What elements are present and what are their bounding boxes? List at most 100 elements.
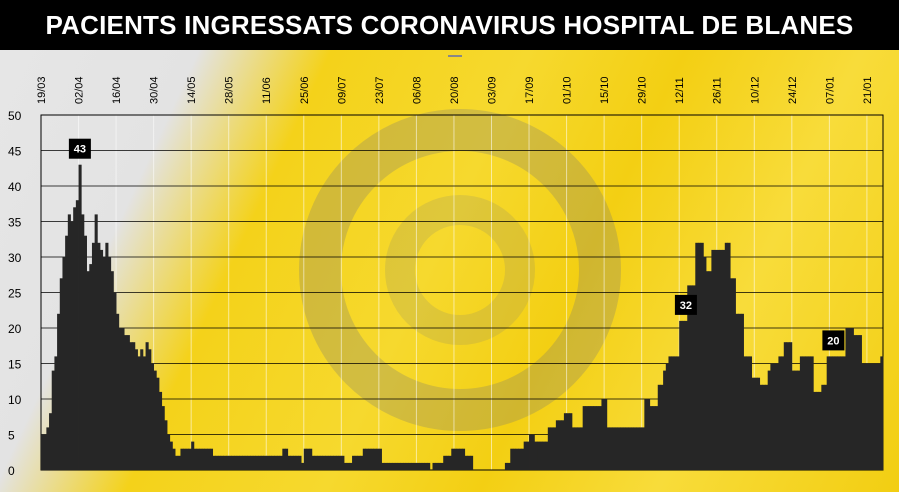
bar <box>571 427 576 470</box>
bar <box>451 448 455 470</box>
bar <box>596 406 600 470</box>
y-tick-label: 40 <box>8 180 22 194</box>
bar <box>797 370 801 470</box>
bar <box>215 455 219 470</box>
bar <box>362 448 366 470</box>
bar <box>86 271 90 470</box>
bar <box>786 342 790 470</box>
bar <box>756 377 761 470</box>
bar <box>740 313 744 470</box>
bar <box>470 455 474 470</box>
y-tick-label: 25 <box>8 287 22 301</box>
bar <box>164 420 168 470</box>
bar <box>794 370 798 470</box>
y-tick-label: 15 <box>8 358 22 372</box>
bar <box>161 406 165 470</box>
bar <box>260 455 264 470</box>
bar <box>598 406 602 470</box>
bar <box>539 441 543 470</box>
watermark-ring <box>299 109 621 431</box>
bar <box>778 356 782 470</box>
bar <box>73 207 77 471</box>
bar <box>657 384 661 470</box>
bar <box>282 448 286 470</box>
bar <box>108 257 112 470</box>
bar <box>805 356 809 470</box>
bar <box>644 399 648 470</box>
data-label: 20 <box>827 335 839 347</box>
bar <box>655 406 659 470</box>
bar <box>319 455 323 470</box>
x-tick-label: 07/01 <box>824 76 836 104</box>
bar <box>239 455 243 470</box>
bar <box>692 285 696 470</box>
bar <box>563 413 567 470</box>
bar <box>630 427 635 470</box>
bar <box>604 399 608 470</box>
bar <box>520 448 525 470</box>
bar <box>435 462 439 470</box>
x-tick-label: 23/07 <box>374 76 386 104</box>
x-tick-label: 19/03 <box>36 76 48 104</box>
bar <box>140 349 144 470</box>
bar <box>54 356 58 470</box>
bar <box>464 455 468 470</box>
bar <box>628 427 632 470</box>
y-tick-label: 0 <box>8 464 15 478</box>
bar <box>403 462 407 470</box>
bar <box>545 441 549 470</box>
bar <box>199 448 203 470</box>
bar <box>802 356 806 470</box>
bar <box>376 448 380 470</box>
bar <box>824 384 828 470</box>
bar <box>765 384 769 470</box>
bar <box>65 235 69 470</box>
bar <box>373 448 377 470</box>
x-tick-label: 25/06 <box>299 76 311 104</box>
y-tick-label: 45 <box>8 145 22 159</box>
bar <box>443 455 447 470</box>
x-tick-label: 10/12 <box>749 76 761 104</box>
bar <box>537 441 541 470</box>
bar <box>462 448 466 470</box>
watermark-ring <box>385 195 535 345</box>
bar <box>70 221 74 470</box>
bar <box>228 455 232 470</box>
x-tick-label: 26/11 <box>712 77 724 104</box>
bar <box>555 420 559 470</box>
bar <box>180 448 184 470</box>
bar <box>625 427 629 470</box>
y-tick-label: 5 <box>8 429 15 443</box>
bar <box>330 455 334 470</box>
x-tick-label: 16/04 <box>111 76 123 104</box>
bar <box>266 455 270 470</box>
bar <box>105 242 109 470</box>
bar <box>663 370 667 470</box>
bar <box>142 356 146 470</box>
bar <box>789 342 793 470</box>
bar <box>697 242 702 470</box>
bar <box>293 455 297 470</box>
bar <box>322 455 326 470</box>
bar <box>67 214 71 470</box>
bar <box>732 278 736 470</box>
bar <box>818 391 822 470</box>
bar <box>413 462 417 470</box>
bar <box>770 363 774 470</box>
bar <box>392 462 396 470</box>
bar <box>579 427 584 470</box>
bar <box>738 313 742 470</box>
y-tick-label: 30 <box>8 251 22 265</box>
bar <box>689 285 694 470</box>
bar <box>102 257 106 470</box>
bar <box>456 448 460 470</box>
bar <box>671 356 675 470</box>
bar <box>507 462 511 470</box>
bar <box>759 384 763 470</box>
chart-title: PACIENTS INGRESSATS CORONAVIRUS HOSPITAL… <box>45 9 854 40</box>
bar <box>432 462 436 470</box>
bar <box>134 349 138 470</box>
bar <box>405 462 409 470</box>
bar <box>223 455 227 470</box>
